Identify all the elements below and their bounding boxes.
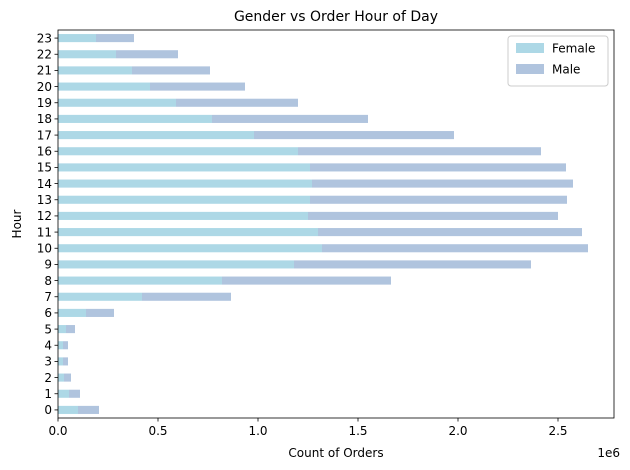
legend-label-male: Male <box>552 63 580 77</box>
bar-female-hour-10 <box>58 244 322 253</box>
y-axis-title: Hour <box>10 209 24 238</box>
y-tick-label: 17 <box>37 128 52 142</box>
y-tick-label: 20 <box>37 80 52 94</box>
bar-female-hour-6 <box>58 308 86 317</box>
bar-male-hour-3 <box>63 357 68 366</box>
axes-layer <box>57 29 615 419</box>
legend-swatch-male <box>516 64 544 74</box>
bar-male-hour-1 <box>69 389 80 398</box>
y-tick-label: 16 <box>37 145 52 159</box>
y-tick-label: 8 <box>44 274 52 288</box>
legend: Female Male <box>507 35 609 87</box>
bar-male-hour-12 <box>308 211 558 220</box>
bar-male-hour-18 <box>212 114 368 123</box>
y-tick-label: 14 <box>37 177 52 191</box>
bar-male-hour-15 <box>310 163 566 172</box>
bar-male-hour-22 <box>116 50 178 59</box>
bar-female-hour-9 <box>58 260 294 269</box>
bar-male-hour-17 <box>254 131 454 140</box>
bar-female-hour-21 <box>58 66 132 75</box>
y-tick-label: 15 <box>37 161 52 175</box>
chart-title: Gender vs Order Hour of Day <box>234 9 438 25</box>
bar-male-hour-14 <box>312 179 573 188</box>
bar-female-hour-23 <box>58 34 96 43</box>
y-tick-label: 1 <box>44 387 52 401</box>
bar-female-hour-16 <box>58 147 298 156</box>
bar-male-hour-5 <box>66 325 75 334</box>
bar-male-hour-23 <box>96 34 134 43</box>
x-tick-label: 1.5 <box>348 424 367 438</box>
bar-female-hour-1 <box>58 389 69 398</box>
bar-female-hour-3 <box>58 357 63 366</box>
bar-male-hour-2 <box>64 373 71 382</box>
bar-female-hour-0 <box>58 405 78 414</box>
bars-layer <box>58 34 588 414</box>
y-tick-label: 21 <box>37 64 52 78</box>
bar-female-hour-8 <box>58 276 222 285</box>
x-tick-label: 2.5 <box>548 424 567 438</box>
bar-male-hour-4 <box>63 341 68 350</box>
x-scale-label: 1e6 <box>597 446 620 460</box>
legend-swatch-female <box>516 43 544 53</box>
y-tick-label: 19 <box>37 96 52 110</box>
bar-female-hour-19 <box>58 98 176 107</box>
y-tick-label: 2 <box>44 371 52 385</box>
x-ticks: 0.0 0.5 1.0 1.5 2.0 2.5 <box>48 418 568 438</box>
bar-female-hour-13 <box>58 195 310 204</box>
bar-male-hour-7 <box>142 292 231 301</box>
bar-male-hour-16 <box>298 147 541 156</box>
bar-male-hour-0 <box>78 405 99 414</box>
bar-male-hour-11 <box>318 228 582 237</box>
y-tick-label: 9 <box>44 258 52 272</box>
y-tick-label: 4 <box>44 339 52 353</box>
bar-female-hour-22 <box>58 50 116 59</box>
y-tick-label: 10 <box>37 242 52 256</box>
bar-female-hour-12 <box>58 211 308 220</box>
x-tick-label: 2.0 <box>448 424 467 438</box>
bar-male-hour-8 <box>222 276 391 285</box>
y-tick-label: 3 <box>44 355 52 369</box>
y-tick-label: 6 <box>44 306 52 320</box>
bar-male-hour-21 <box>132 66 210 75</box>
bar-male-hour-6 <box>86 308 114 317</box>
x-tick-label: 0.5 <box>148 424 167 438</box>
bar-female-hour-2 <box>58 373 64 382</box>
bar-male-hour-19 <box>176 98 298 107</box>
y-tick-label: 11 <box>37 225 52 239</box>
bar-female-hour-15 <box>58 163 310 172</box>
bar-male-hour-9 <box>294 260 531 269</box>
bar-female-hour-20 <box>58 82 150 91</box>
bar-female-hour-17 <box>58 131 254 140</box>
y-tick-label: 18 <box>37 112 52 126</box>
bar-female-hour-18 <box>58 114 212 123</box>
legend-label-female: Female <box>552 42 595 56</box>
y-tick-label: 23 <box>37 31 52 45</box>
bar-female-hour-5 <box>58 325 66 334</box>
bar-female-hour-7 <box>58 292 142 301</box>
x-axis-title: Count of Orders <box>288 446 383 460</box>
plot-frame <box>57 29 615 419</box>
bar-male-hour-13 <box>310 195 567 204</box>
bar-female-hour-4 <box>58 341 63 350</box>
bar-female-hour-11 <box>58 228 318 237</box>
y-tick-label: 5 <box>44 322 52 336</box>
bar-female-hour-14 <box>58 179 312 188</box>
y-tick-label: 0 <box>44 403 52 417</box>
x-tick-label: 0.0 <box>48 424 67 438</box>
bar-male-hour-10 <box>322 244 588 253</box>
bar-male-hour-20 <box>150 82 245 91</box>
y-tick-label: 7 <box>44 290 52 304</box>
y-tick-label: 22 <box>37 48 52 62</box>
y-tick-label: 12 <box>37 209 52 223</box>
x-tick-label: 1.0 <box>248 424 267 438</box>
y-tick-label: 13 <box>37 193 52 207</box>
